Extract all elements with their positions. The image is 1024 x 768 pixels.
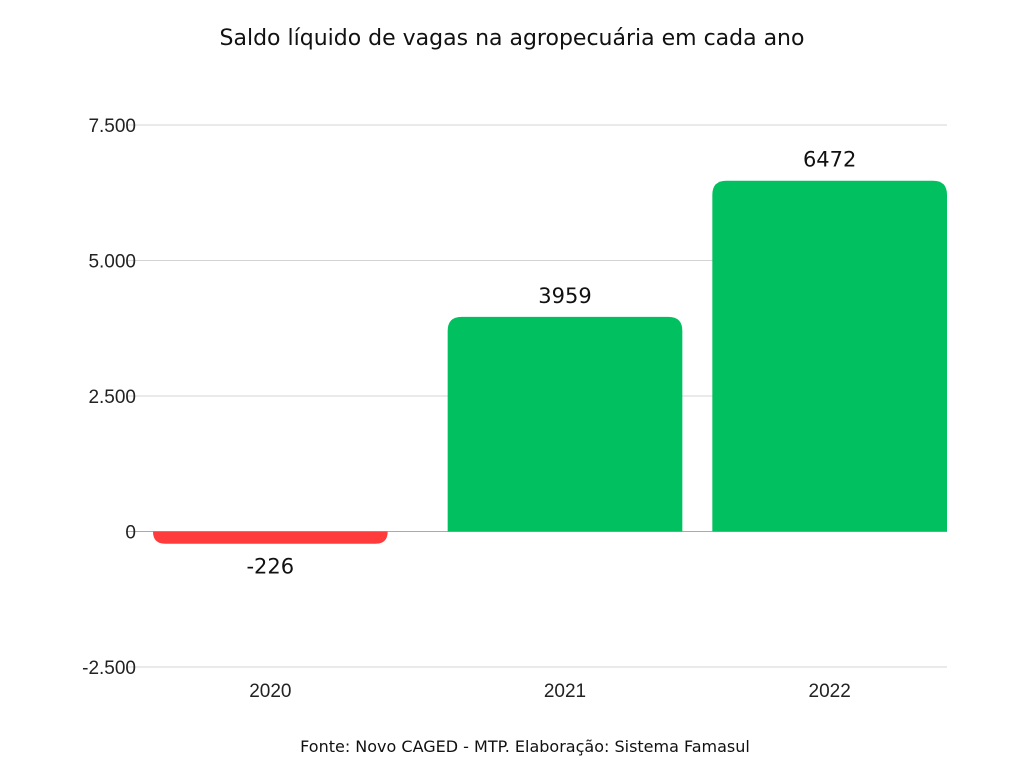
bar-2022 [712,180,947,532]
data-label: 3959 [538,284,591,308]
bar-2020 [153,531,388,544]
y-tick-label: 7.500 [88,116,136,137]
x-tick-label: 2021 [544,681,586,702]
x-tick-label: 2020 [249,681,291,702]
data-label: 6472 [803,148,856,172]
y-tick-label: -2.500 [82,658,136,679]
x-tick-label: 2022 [809,681,851,702]
data-label: -226 [246,555,294,579]
chart-title: Saldo líquido de vagas na agropecuária e… [219,26,805,51]
source-note: Fonte: Novo CAGED - MTP. Elaboração: Sis… [300,737,750,756]
y-tick-label: 5.000 [88,252,136,273]
y-tick-label: 2.500 [88,387,136,408]
y-tick-label: 0 [125,523,136,544]
bar-2021 [447,316,683,532]
